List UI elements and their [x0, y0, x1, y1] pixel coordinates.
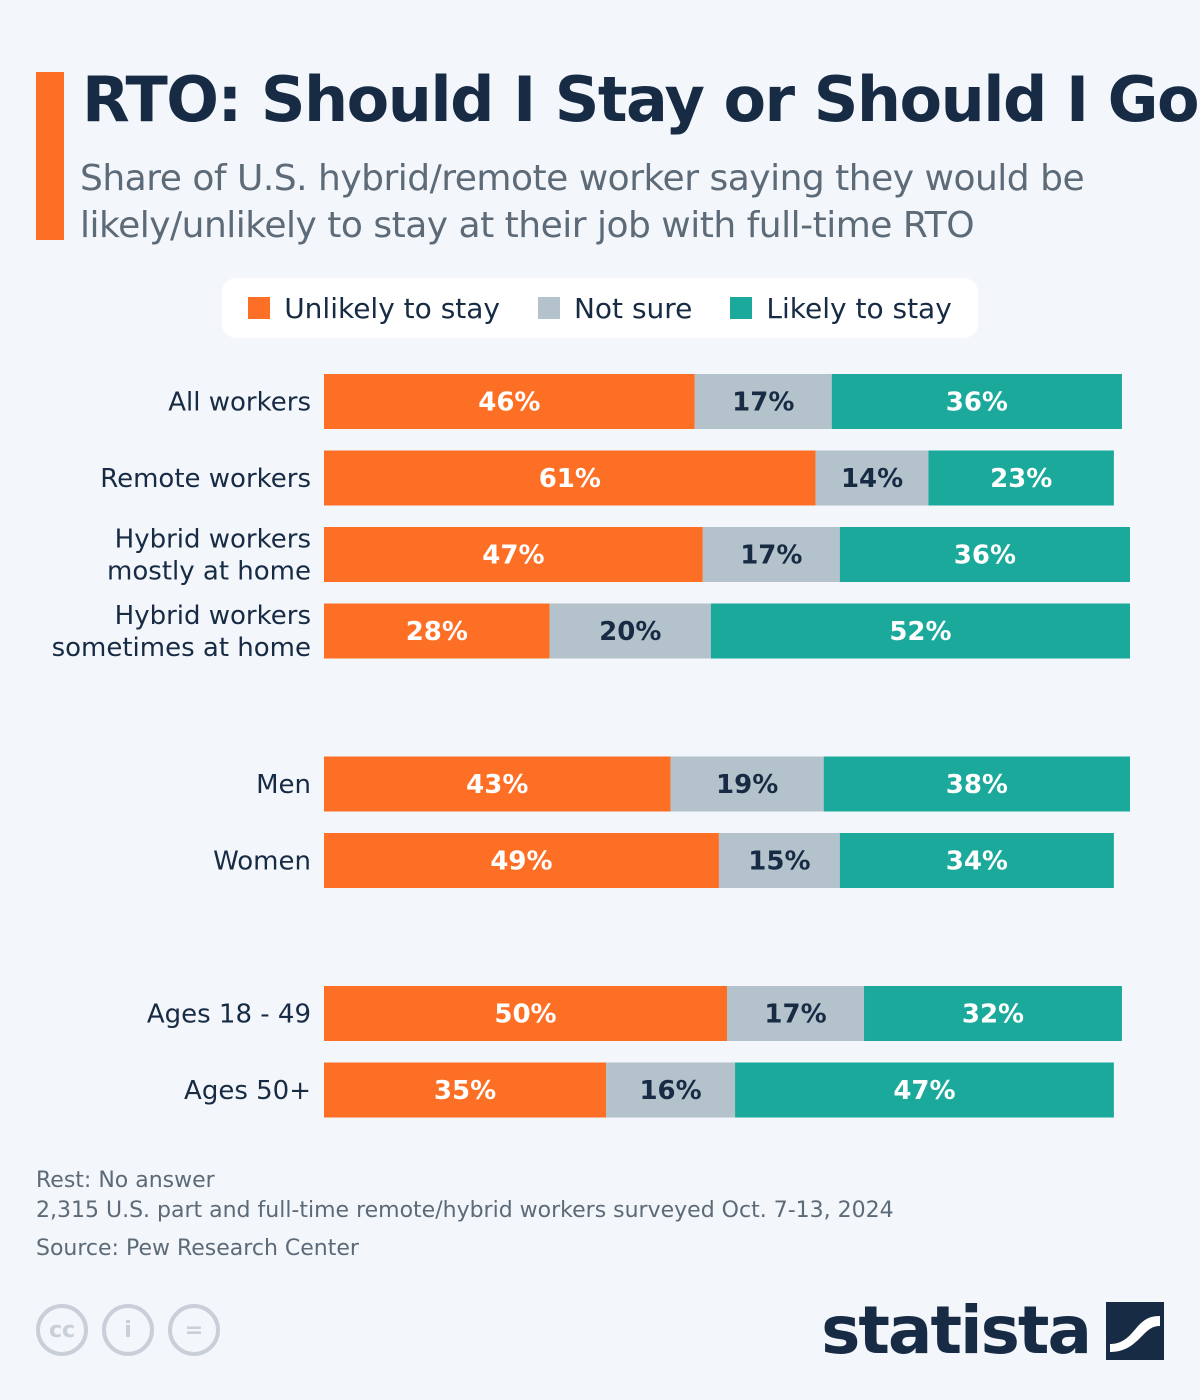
bar-segment-likely — [839, 527, 1130, 582]
category-label: Women — [213, 847, 311, 877]
statista-logo: statista — [821, 1296, 1164, 1366]
footnote-rest: Rest: No answer — [36, 1168, 215, 1193]
bar-segment-unlikely — [324, 527, 703, 582]
legend-label-unlikely: Unlikely to stay — [284, 291, 500, 325]
bar-segment-unlikely — [324, 1062, 607, 1118]
category-label: Hybrid workers — [115, 525, 311, 555]
data-label: 47% — [893, 1076, 955, 1106]
bar-segment-likely — [839, 833, 1114, 888]
statista-logo-icon — [1106, 1302, 1164, 1360]
data-label: 23% — [990, 464, 1052, 494]
data-label: 28% — [406, 617, 468, 647]
legend-swatch-likely — [730, 297, 753, 319]
category-label: All workers — [168, 388, 311, 418]
legend-label-not-sure: Not sure — [573, 291, 693, 325]
data-label: 52% — [889, 617, 951, 647]
category-label: Men — [256, 770, 311, 800]
footnote-survey: 2,315 U.S. part and full-time remote/hyb… — [36, 1198, 894, 1223]
bar-segment-unlikely — [324, 450, 816, 506]
data-label: 36% — [946, 388, 1008, 418]
nd-icon: = — [168, 1304, 220, 1356]
bar-segment-not-sure — [549, 603, 711, 659]
category-label: mostly at home — [107, 557, 311, 587]
statista-wordmark: statista — [821, 1292, 1092, 1369]
data-label: 61% — [539, 464, 601, 494]
footnote-source: Source: Pew Research Center — [36, 1236, 359, 1261]
by-icon: i — [102, 1304, 154, 1356]
data-label: 14% — [841, 464, 903, 494]
data-label: 17% — [732, 388, 794, 418]
data-label: 35% — [434, 1076, 496, 1106]
bar-segment-unlikely — [324, 603, 550, 659]
data-label: 19% — [716, 770, 778, 800]
data-label: 47% — [482, 541, 544, 571]
legend-swatch-unlikely — [248, 297, 271, 319]
accent-bar — [36, 72, 64, 240]
bar-segment-unlikely — [324, 833, 719, 888]
category-label: Ages 50+ — [184, 1076, 311, 1106]
bar-segment-not-sure — [718, 833, 840, 888]
data-label: 17% — [740, 541, 802, 571]
legend-label-likely: Likely to stay — [766, 291, 952, 325]
legend-item-likely: Likely to stay — [730, 291, 952, 325]
bar-segment-not-sure — [702, 527, 840, 582]
data-label: 17% — [764, 1000, 826, 1030]
category-label: Hybrid workers — [115, 601, 311, 631]
bar-segment-likely — [823, 756, 1130, 812]
data-label: 15% — [748, 847, 810, 877]
bar-segment-likely — [864, 986, 1122, 1041]
data-label: 20% — [599, 617, 661, 647]
bar-segment-unlikely — [324, 986, 727, 1041]
bar-segment-not-sure — [606, 1062, 736, 1118]
cc-icon: cc — [36, 1304, 88, 1356]
chart-title: RTO: Should I Stay or Should I Go? — [82, 63, 1200, 136]
bar-segment-unlikely — [324, 374, 695, 429]
data-label: 36% — [954, 541, 1016, 571]
data-label: 16% — [639, 1076, 701, 1106]
legend-item-unlikely: Unlikely to stay — [248, 292, 500, 325]
bar-segment-likely — [928, 450, 1114, 506]
chart-subtitle: Share of U.S. hybrid/remote worker sayin… — [80, 158, 1085, 246]
bar-segment-not-sure — [670, 756, 824, 812]
legend-item-not-sure: Not sure — [537, 291, 693, 325]
bar-segment-unlikely — [324, 756, 671, 812]
legend-swatch-not-sure — [537, 297, 560, 319]
data-label: 43% — [466, 770, 528, 800]
bar-segment-not-sure — [727, 986, 865, 1041]
legend: Unlikely to stay Not sure Likely to stay — [222, 278, 978, 338]
bar-segment-not-sure — [815, 450, 929, 506]
data-label: 46% — [478, 388, 540, 418]
data-label: 32% — [962, 1000, 1024, 1030]
data-label: 49% — [490, 847, 552, 877]
bar-segment-likely — [831, 374, 1122, 429]
data-label: 34% — [946, 847, 1008, 877]
bar-segment-likely — [710, 603, 1130, 659]
license-icons: cc i = — [36, 1304, 220, 1356]
bar-segment-likely — [735, 1062, 1114, 1118]
category-label: Ages 18 - 49 — [147, 1000, 311, 1030]
category-label: sometimes at home — [52, 633, 311, 663]
data-label: 50% — [494, 1000, 556, 1030]
data-label: 38% — [946, 770, 1008, 800]
bar-segment-not-sure — [694, 374, 832, 429]
category-label: Remote workers — [100, 464, 311, 494]
